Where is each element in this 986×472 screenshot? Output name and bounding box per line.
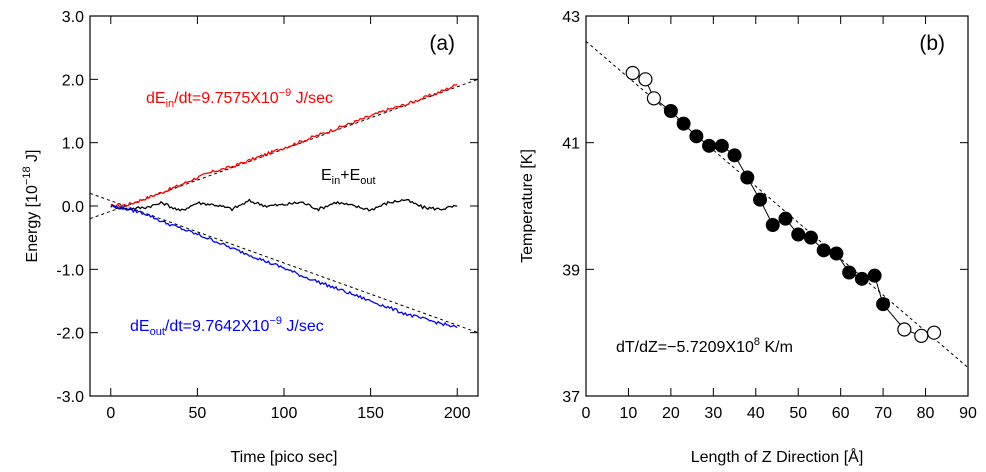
panel-a-xtick-label: 0: [106, 405, 115, 422]
filled-point: [714, 138, 729, 153]
panel-a-xtick-label: 100: [271, 405, 298, 422]
fit-line: [585, 40, 969, 368]
panel-b-xtick-label: 20: [662, 405, 680, 422]
panel-b-xtick-label: 90: [959, 405, 977, 422]
open-point: [625, 65, 640, 81]
panel-b-xlabel: Length of Z Direction [Å]: [691, 447, 864, 466]
open-point: [926, 325, 942, 340]
panel-a-ylabel: Energy [10−18 J]: [21, 150, 41, 263]
filled-point: [727, 148, 742, 163]
filled-point: [816, 243, 831, 258]
panel-a-xtick-label: 50: [188, 405, 206, 422]
filled-point: [676, 116, 691, 131]
open-point: [914, 328, 929, 343]
series-sum: [110, 198, 458, 212]
annotation-dTdZ: dT/dZ=−5.7209X108 K/m: [616, 336, 793, 356]
filled-point: [854, 271, 869, 286]
panel-a-xlabel: Time [pico sec]: [231, 449, 338, 466]
panel-a-ticks: 0 50 100 150 200 -3.0 -2.0 -1.0 0.0 1.0 2.0 3.0: [56, 9, 478, 422]
panel-a-ytick-label: -1.0: [56, 262, 84, 279]
filled-point: [876, 297, 891, 312]
panel-b-xtick-label: 50: [789, 405, 807, 422]
panel-b-ytick-label: 41: [562, 136, 580, 153]
filled-point: [765, 218, 780, 232]
panel-b-ytick-label: 39: [562, 262, 580, 279]
panel-a-ytick-label: 1.0: [62, 136, 84, 153]
panel-b-xtick-label: 10: [620, 405, 638, 422]
panel-b-label: (b): [919, 32, 945, 55]
annotation-dEin: dEin/dt=9.7575X10−9 J/sec: [146, 87, 333, 110]
filled-point: [867, 268, 882, 283]
panel-a-xtick-label: 200: [444, 405, 471, 422]
open-point: [897, 322, 912, 337]
filled-point: [791, 227, 806, 242]
panel-a-series: [110, 83, 458, 329]
panel-b-xtick-label: 70: [874, 405, 892, 422]
panel-b-xtick-label: 80: [917, 405, 935, 422]
panel-a-ytick-label: -2.0: [56, 326, 84, 343]
filled-point: [702, 138, 717, 153]
panel-a: 0 50 100 150 200 -3.0 -2.0 -1.0 0.0 1.0 2.0 3.0 (a)…: [21, 9, 479, 466]
panel-b: 0 10 20 30 40 50 60 70 80 90 37 39 41 43 (b) dT/dZ=−5…: [519, 9, 977, 466]
filled-point: [663, 104, 678, 118]
annotation-sum: Ein+Eout: [321, 167, 376, 187]
filled-point: [778, 211, 793, 226]
panel-b-fit-line: [585, 40, 969, 368]
panel-b-ytick-label: 37: [562, 389, 580, 406]
panel-b-xtick-label: 60: [832, 405, 850, 422]
panel-b-ticks: 0 10 20 30 40 50 60 70 80 90 37 39 41 43: [562, 9, 977, 422]
panel-b-xtick-label: 0: [582, 405, 591, 422]
panel-b-ytick-label: 43: [562, 9, 580, 26]
open-point: [638, 72, 653, 87]
filled-point: [842, 265, 857, 280]
annotation-dEout: dEout/dt=9.7642X10−9 J/sec: [130, 315, 324, 338]
panel-a-label: (a): [429, 32, 455, 55]
filled-point: [829, 246, 844, 261]
panel-b-xtick-label: 40: [747, 405, 765, 422]
series-ein: [110, 83, 458, 208]
fit-line-1: [89, 192, 479, 334]
filled-point: [753, 192, 768, 207]
panel-b-ylabel: Temperature [K]: [519, 149, 536, 263]
panel-b-frame: [585, 15, 969, 397]
panel-b-points: [625, 65, 942, 343]
connecting-line: [632, 72, 935, 337]
panel-a-ytick-label: -3.0: [56, 389, 84, 406]
filled-point: [803, 230, 818, 245]
panel-a-ytick-label: 3.0: [62, 9, 84, 26]
filled-point: [740, 170, 755, 185]
panel-a-ytick-label: 0.0: [62, 199, 84, 216]
filled-point: [689, 129, 704, 144]
open-point: [646, 91, 662, 106]
series-eout: [110, 204, 458, 329]
panel-a-ytick-label: 2.0: [62, 72, 84, 89]
panel-a-xtick-label: 150: [357, 405, 384, 422]
panel-b-xtick-label: 30: [704, 405, 722, 422]
